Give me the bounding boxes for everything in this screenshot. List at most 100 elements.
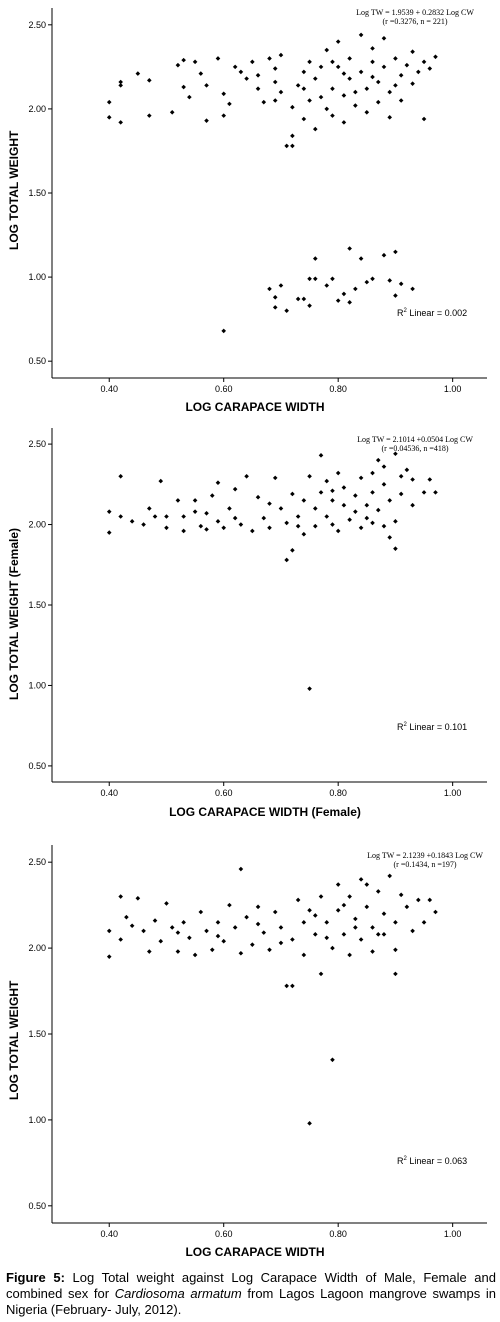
data-point <box>347 517 352 523</box>
data-point <box>169 925 175 930</box>
data-point <box>318 894 324 899</box>
data-point <box>370 949 375 954</box>
data-point <box>209 947 215 953</box>
data-point <box>341 93 347 98</box>
data-point <box>301 952 307 958</box>
y-tick-label: 0.50 <box>28 1201 46 1211</box>
x-tick-label: 0.80 <box>329 788 347 798</box>
data-point <box>393 947 398 953</box>
data-point <box>335 298 341 303</box>
data-point <box>238 69 244 75</box>
data-point <box>381 64 387 70</box>
data-point <box>410 49 415 55</box>
data-point <box>106 530 112 535</box>
data-point <box>307 276 312 282</box>
data-point <box>410 928 415 934</box>
data-point <box>312 276 318 282</box>
data-point <box>141 522 146 527</box>
data-point <box>370 470 375 476</box>
data-point <box>204 510 209 516</box>
data-point <box>255 921 261 927</box>
data-point <box>393 971 398 977</box>
data-point <box>301 531 307 537</box>
data-point <box>221 328 227 334</box>
data-point <box>147 506 152 511</box>
data-point <box>324 514 330 519</box>
x-tick-label: 1.00 <box>444 788 462 798</box>
data-point <box>410 477 415 482</box>
data-point <box>341 120 347 125</box>
data-point <box>255 86 261 92</box>
data-point <box>272 294 278 300</box>
data-point <box>124 914 129 920</box>
data-point <box>255 494 261 500</box>
data-point <box>255 904 261 910</box>
data-point <box>215 519 221 524</box>
y-tick-label: 1.50 <box>28 1029 46 1039</box>
data-point <box>312 932 318 937</box>
x-axis-label: LOG CARAPACE WIDTH <box>185 1245 325 1259</box>
data-point <box>364 109 370 115</box>
data-point <box>347 952 352 958</box>
data-point <box>158 478 164 484</box>
data-point <box>238 522 244 527</box>
data-point <box>375 889 381 894</box>
data-point <box>192 498 198 503</box>
data-point <box>301 920 307 925</box>
data-point <box>238 866 244 872</box>
equation-line-1: Log TW = 1.9539 + 0.2832 Log CW <box>356 8 474 17</box>
data-point <box>393 249 398 255</box>
data-point <box>381 464 387 469</box>
x-axis-label: LOG CARAPACE WIDTH <box>185 400 325 414</box>
data-point <box>278 283 284 288</box>
data-point <box>164 514 169 519</box>
equation-line-2: (r =0.3276, n = 221) <box>382 17 448 26</box>
data-point <box>347 76 352 81</box>
data-point <box>324 47 330 53</box>
data-point <box>330 113 335 118</box>
y-tick-label: 1.50 <box>28 188 46 198</box>
data-point <box>335 528 341 534</box>
data-point <box>301 498 307 503</box>
x-tick-label: 0.60 <box>215 384 233 394</box>
data-point <box>221 91 227 97</box>
data-point <box>244 473 249 479</box>
data-point <box>330 498 335 503</box>
regression-equation: Log TW = 2.1014 +0.0504 Log CW (r =0.045… <box>350 435 480 453</box>
data-point <box>353 286 358 292</box>
data-point <box>227 902 232 908</box>
data-point <box>181 514 186 519</box>
data-point <box>318 971 324 977</box>
data-point <box>375 457 381 463</box>
data-point <box>106 115 112 120</box>
data-point <box>381 932 387 937</box>
data-point <box>364 86 370 92</box>
data-point <box>181 920 186 925</box>
data-point <box>147 949 152 954</box>
data-point <box>129 519 135 524</box>
caption-label: Figure 5: <box>6 1270 65 1285</box>
x-tick-label: 1.00 <box>444 1229 462 1239</box>
data-point <box>307 303 312 308</box>
chart-svg: 0.50 1.00 1.50 2.00 2.50 0.40 0.60 0.80 1.00 <box>28 845 487 1239</box>
data-point <box>398 473 404 479</box>
equation-line-2: (r =0.04536, n =418) <box>381 444 449 453</box>
data-point <box>267 501 272 506</box>
data-point <box>381 482 387 487</box>
data-point <box>375 932 381 937</box>
data-point <box>364 279 370 285</box>
data-point <box>393 546 398 551</box>
data-point <box>307 59 312 65</box>
data-point <box>198 523 204 529</box>
data-point <box>353 103 358 108</box>
regression-equation: Log TW = 1.9539 + 0.2832 Log CW (r =0.32… <box>350 8 480 26</box>
data-point <box>421 59 427 65</box>
data-point <box>375 507 381 513</box>
data-point <box>267 947 272 953</box>
data-point <box>370 59 375 65</box>
data-point <box>187 94 192 100</box>
data-point <box>347 56 352 61</box>
data-point <box>393 920 398 925</box>
data-point <box>204 527 209 532</box>
data-point <box>244 914 249 920</box>
